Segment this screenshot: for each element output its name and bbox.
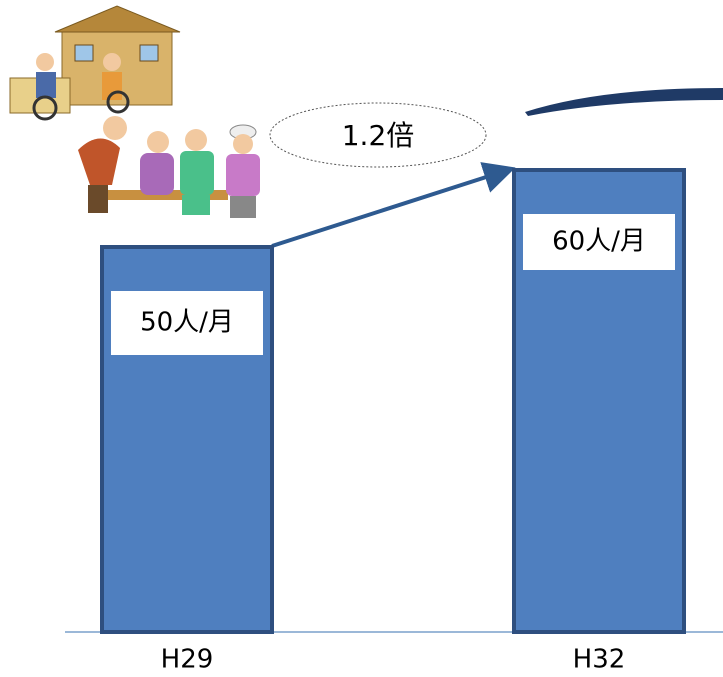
- x-tick-label: H32: [573, 645, 626, 675]
- value-label-box: [111, 291, 263, 355]
- value-label-box: [523, 214, 675, 270]
- decor-arc: [525, 88, 723, 116]
- value-label: 60人/月: [552, 227, 646, 257]
- annotation-ellipse: [269, 102, 487, 168]
- illustration: [9, 5, 260, 218]
- growth-arrow: [271, 162, 516, 248]
- annotation: 1.2倍: [342, 119, 415, 152]
- x-tick-label: H29: [161, 645, 214, 675]
- value-label: 50人/月: [140, 308, 234, 338]
